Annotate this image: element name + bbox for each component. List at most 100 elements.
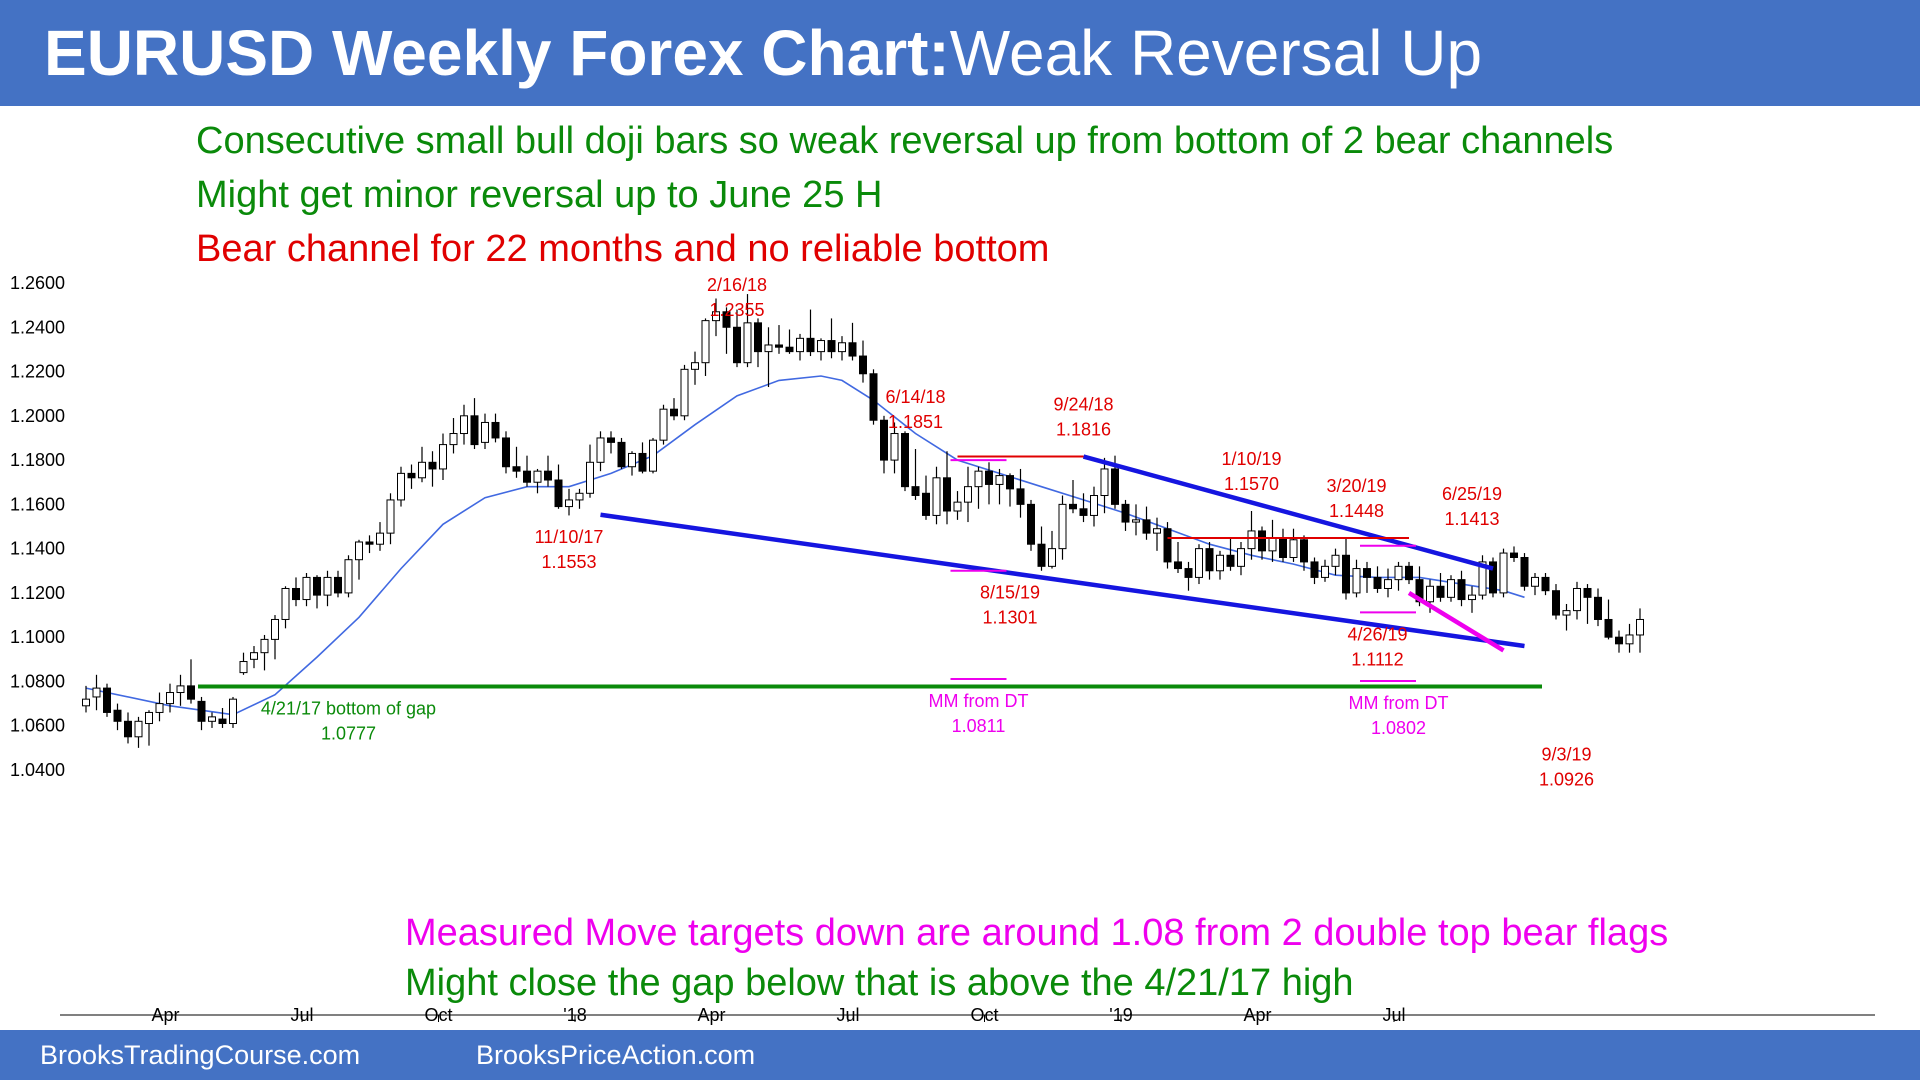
candle-body: [1226, 554, 1235, 567]
candle-body: [617, 441, 626, 468]
annotation-label: 1.1112: [1351, 649, 1403, 669]
candle-body: [470, 415, 479, 446]
candle-body: [460, 415, 468, 435]
x-tick-label: Apr: [1243, 1005, 1271, 1025]
candle: [995, 468, 1004, 505]
candle: [197, 696, 206, 731]
annotation-label: 2/16/18: [707, 275, 767, 295]
candle: [722, 307, 731, 354]
candle-body: [1489, 561, 1497, 594]
y-tick-label: 1.0600: [10, 716, 65, 736]
candle: [1174, 541, 1182, 573]
candle-body: [659, 408, 668, 441]
candle: [292, 577, 300, 607]
candle-body: [838, 342, 846, 353]
lower-channel: [600, 512, 1525, 649]
y-tick-label: 1.2600: [10, 273, 65, 293]
candle-body: [302, 576, 311, 601]
candle: [1258, 526, 1266, 560]
candle: [1636, 608, 1644, 653]
candle: [271, 615, 279, 660]
candle: [974, 466, 983, 509]
candle-body: [1079, 508, 1088, 516]
candle-body: [92, 687, 101, 698]
candle: [1373, 566, 1382, 593]
candle-body: [586, 461, 594, 494]
candle: [334, 570, 342, 598]
candle: [638, 442, 647, 474]
candle: [502, 431, 510, 474]
candle: [1352, 559, 1361, 598]
bottom-note-1: Measured Move targets down are around 1.…: [405, 912, 1668, 954]
footer-right-link[interactable]: BrooksPriceAction.com: [476, 1040, 756, 1070]
candle-body: [628, 452, 636, 468]
annotation-label: 9/3/19: [1541, 745, 1591, 765]
candle: [1552, 584, 1560, 620]
candle-body: [1604, 618, 1613, 638]
commentary-line-3: Bear channel for 22 months and no reliab…: [196, 228, 1050, 270]
candle-body: [1331, 554, 1340, 567]
candle-body: [911, 486, 920, 497]
annotation-label: 4/21/17 bottom of gap: [261, 699, 436, 719]
candle-body: [806, 337, 815, 353]
candle: [124, 712, 132, 744]
candle: [407, 464, 416, 489]
candle-body: [638, 452, 647, 472]
candle: [1573, 581, 1581, 620]
candle-body: [1016, 488, 1025, 505]
candle-body: [271, 618, 279, 640]
candle: [449, 418, 458, 454]
candle: [544, 455, 552, 487]
candle-body: [103, 687, 111, 713]
candle: [1436, 572, 1445, 602]
commentary-line-1: Consecutive small bull doji bars so weak…: [196, 120, 1614, 162]
y-tick-label: 1.1600: [10, 494, 65, 514]
candle: [386, 493, 395, 545]
chart-title-bold: EURUSD Weekly Forex Chart:: [44, 17, 950, 89]
candle: [701, 318, 710, 376]
candle: [376, 522, 384, 551]
candle: [869, 369, 878, 425]
candle: [796, 333, 804, 361]
candle-body: [1195, 548, 1203, 578]
candle-body: [1037, 543, 1046, 567]
annotation-label: MM from DT: [1349, 693, 1449, 713]
y-tick-label: 1.1400: [10, 539, 65, 559]
candle: [1405, 561, 1413, 585]
candle-body: [544, 470, 552, 481]
candle-body: [1090, 495, 1098, 516]
candle-body: [764, 344, 773, 353]
candle: [523, 455, 531, 487]
footer-left-link[interactable]: BrooksTradingCourse.com: [40, 1040, 361, 1070]
moving-average-layer: [85, 375, 1525, 716]
candle: [134, 716, 143, 748]
candle: [1184, 561, 1193, 591]
candle: [1310, 557, 1319, 585]
candle: [344, 555, 353, 598]
candle: [817, 338, 825, 361]
candle: [754, 318, 762, 368]
x-tick-label: Oct: [424, 1005, 452, 1025]
annotation-label: 9/24/18: [1053, 395, 1113, 415]
candle-body: [166, 692, 174, 705]
candle-body: [670, 408, 678, 417]
annotation-label: 1/10/19: [1221, 449, 1281, 469]
candle-body: [512, 466, 521, 472]
candle: [1205, 541, 1214, 580]
candles-layer: [82, 294, 1644, 748]
candle-body: [859, 355, 867, 375]
commentary-line-2: Might get minor reversal up to June 25 H: [196, 174, 883, 216]
candle: [575, 488, 584, 509]
candle-body: [1573, 587, 1581, 612]
candle-body: [229, 698, 237, 725]
chart-title-rest: Weak Reversal Up: [949, 17, 1483, 89]
candle-body: [292, 587, 300, 601]
candle: [691, 351, 699, 385]
candle: [418, 446, 426, 483]
candle-body: [1258, 530, 1266, 552]
candle-body: [418, 461, 426, 479]
commentary-block: Consecutive small bull doji bars so weak…: [196, 114, 1613, 276]
candle: [1300, 535, 1308, 571]
annotation-label: 1.1301: [982, 608, 1037, 628]
annotation-label: 1.0811: [952, 716, 1006, 736]
